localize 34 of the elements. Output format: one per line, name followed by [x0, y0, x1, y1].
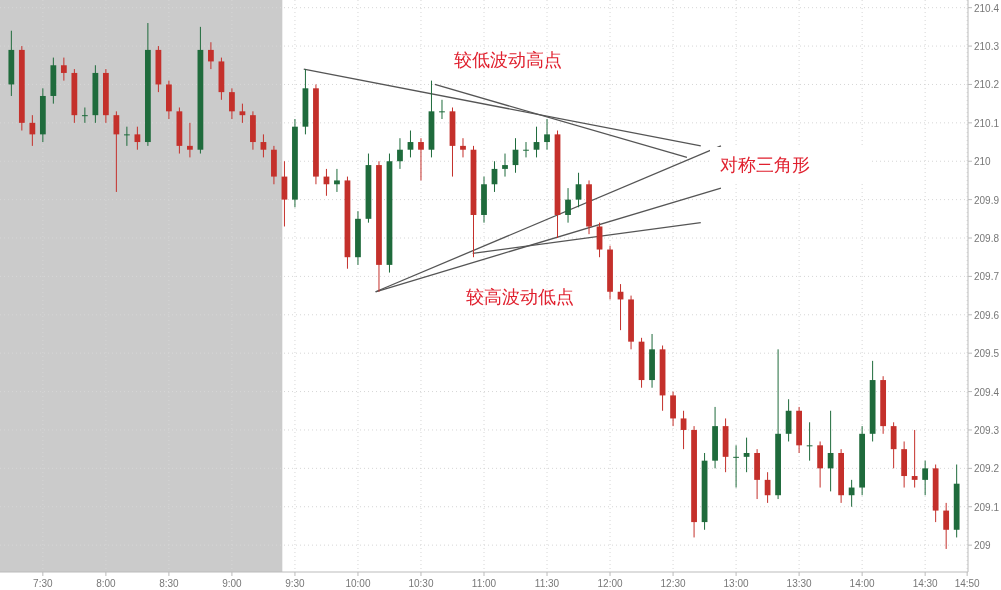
y-tick-label: 209.3 — [974, 424, 1000, 436]
y-tick-label: 209.7 — [974, 271, 1000, 283]
x-tick-label: 12:00 — [597, 578, 623, 589]
annotation: 较高波动低点 — [466, 287, 574, 307]
y-tick-label: 209.8 — [974, 233, 1000, 245]
x-tick-label: 7:30 — [33, 578, 54, 589]
x-tick-label: 14:50 — [954, 578, 981, 589]
x-tick-label: 14:00 — [849, 578, 876, 589]
annotation: 对称三角形 — [720, 155, 810, 175]
x-tick-label: 13:30 — [786, 578, 813, 589]
y-tick-label: 209.2 — [974, 463, 1000, 475]
x-tick-label: 9:30 — [285, 578, 306, 589]
x-tick-label: 14:30 — [912, 578, 939, 589]
y-tick-label: 209.4 — [974, 386, 1000, 398]
x-tick-label: 10:00 — [345, 578, 371, 589]
y-tick-label: 210.3 — [974, 41, 1000, 53]
x-tick-label: 8:00 — [96, 578, 117, 589]
y-tick-label: 209 — [974, 540, 992, 552]
y-tick-label: 209.6 — [974, 309, 1000, 321]
x-tick-label: 12:30 — [660, 578, 687, 589]
x-tick-label: 8:30 — [159, 578, 180, 589]
y-tick-label: 209.5 — [974, 348, 1000, 360]
annotation: 较低波动高点 — [454, 50, 562, 70]
x-tick-label: 13:00 — [723, 578, 750, 589]
y-tick-label: 210.4 — [974, 2, 1000, 14]
x-tick-label: 10:30 — [408, 578, 434, 589]
y-tick-label: 210 — [974, 156, 992, 168]
y-tick-label: 209.1 — [974, 501, 1000, 513]
y-tick-label: 210.2 — [974, 79, 1000, 91]
x-tick-label: 11:30 — [534, 578, 560, 589]
x-tick-label: 9:00 — [222, 578, 243, 589]
y-tick-label: 209.9 — [974, 194, 1000, 206]
x-tick-label: 11:00 — [471, 578, 497, 589]
y-tick-label: 210.1 — [974, 117, 1000, 129]
